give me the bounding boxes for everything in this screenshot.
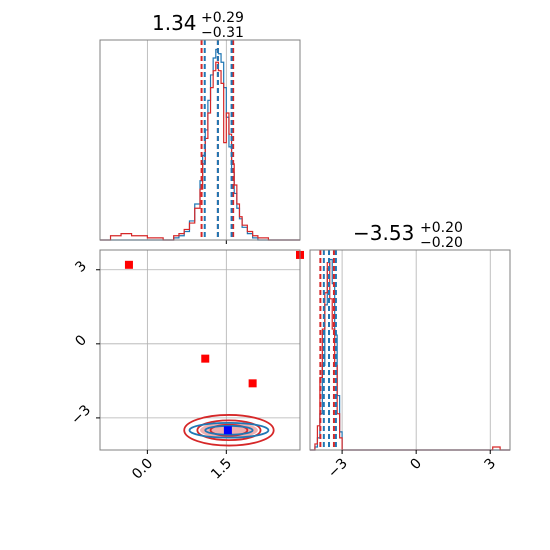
right-title-plus: +0.20 xyxy=(420,220,463,236)
right-title-value: −3.53 xyxy=(353,221,414,245)
panel-marginal-right: −3 0 3 −3.53 +0.20 −0.20 xyxy=(309,220,511,481)
right-frame xyxy=(309,249,511,451)
top-series-1 xyxy=(100,61,300,241)
right-hist-series xyxy=(310,258,510,451)
joint-contour-3 xyxy=(188,421,270,439)
right-title-minus: −0.20 xyxy=(420,235,463,251)
joint-contour-4 xyxy=(204,424,254,436)
top-title-value: 1.34 xyxy=(152,11,197,35)
joint-yticks: 3 0 −3 xyxy=(68,258,100,428)
panel-joint: 0.0 1.5 3 0 −3 xyxy=(68,249,304,483)
top-hist-series xyxy=(100,48,300,241)
right-xtick-label-2: 3 xyxy=(481,456,499,474)
right-quantile-lines xyxy=(319,250,337,450)
right-xtick-label-0: −3 xyxy=(325,456,351,482)
sample-marker-3 xyxy=(248,379,257,388)
joint-grid xyxy=(100,250,300,450)
right-xticks: −3 0 3 xyxy=(325,450,499,481)
top-series-0 xyxy=(100,48,300,241)
sample-marker-2 xyxy=(201,354,210,363)
top-title-plus: +0.29 xyxy=(201,10,244,26)
sample-marker-0 xyxy=(124,260,133,269)
right-grid xyxy=(341,250,491,450)
joint-contour-1 xyxy=(196,419,262,442)
joint-ytick-label-2: −3 xyxy=(68,402,94,428)
joint-xtick-label-0: 0.0 xyxy=(129,456,156,483)
panel-marginal-top: 1.34 +0.29 −0.31 xyxy=(99,10,301,244)
joint-xtick-label-1: 1.5 xyxy=(208,456,235,483)
joint-points xyxy=(124,250,304,435)
joint-contour-2 xyxy=(209,423,249,437)
truth-marker-4 xyxy=(223,426,232,435)
top-frame xyxy=(99,39,301,241)
top-title-minus: −0.31 xyxy=(201,25,244,41)
joint-xticks: 0.0 1.5 xyxy=(129,450,235,483)
joint-frame xyxy=(99,249,301,451)
right-series-1 xyxy=(310,261,510,451)
joint-contour-0 xyxy=(183,414,275,447)
joint-ytick-label-0: 3 xyxy=(72,258,90,276)
top-quantile-lines xyxy=(200,40,235,240)
joint-ytick-label-1: 0 xyxy=(72,332,90,350)
right-xtick-label-1: 0 xyxy=(407,456,425,474)
